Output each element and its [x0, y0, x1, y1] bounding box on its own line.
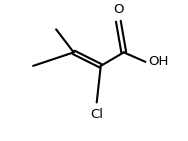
- Text: O: O: [113, 3, 124, 16]
- Text: Cl: Cl: [90, 108, 103, 121]
- Text: OH: OH: [148, 55, 168, 68]
